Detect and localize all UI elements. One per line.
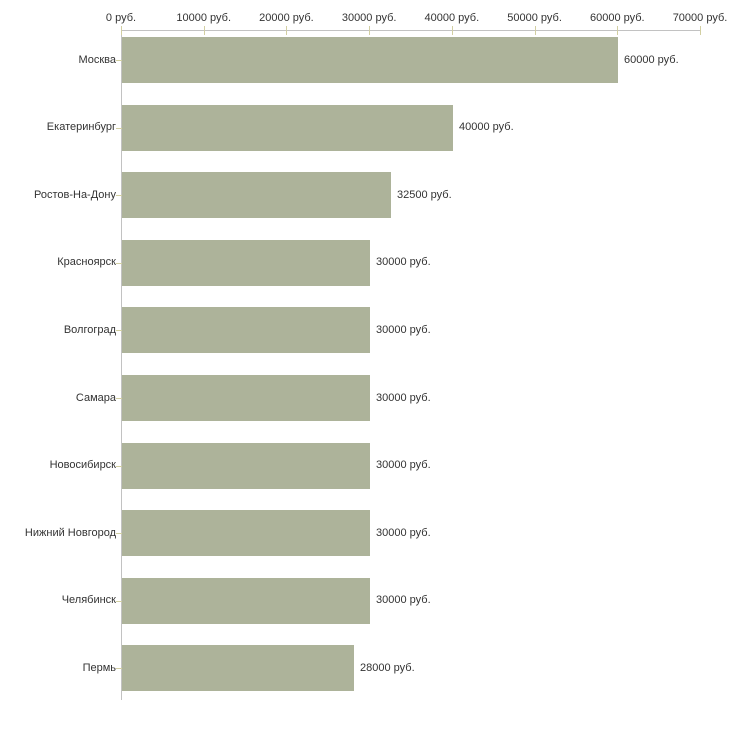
bar-value-label: 30000 руб. [376, 256, 431, 268]
bar [122, 578, 370, 624]
bar-category-label: Волгоград [63, 324, 116, 336]
bar-category-label: Самара [75, 392, 116, 404]
bar-category-label: Ростов-На-Дону [33, 189, 116, 201]
x-axis-tick-label: 30000 руб. [341, 12, 397, 24]
x-axis-tick-label: 60000 руб. [589, 12, 645, 24]
bar-value-label: 40000 руб. [459, 121, 514, 133]
bar-category-label: Пермь [82, 662, 116, 674]
bar-category-label: Москва [78, 54, 116, 66]
bar-category-label: Челябинск [61, 594, 116, 606]
bar [122, 443, 370, 489]
y-axis-tick [116, 195, 122, 196]
x-axis-tick [121, 26, 122, 35]
bar [122, 172, 391, 218]
bar [122, 105, 453, 151]
x-axis-tick [452, 26, 453, 35]
y-axis-line [121, 30, 122, 700]
bar-value-label: 30000 руб. [376, 527, 431, 539]
bar-value-label: 60000 руб. [624, 54, 679, 66]
bar-value-label: 30000 руб. [376, 459, 431, 471]
x-axis-tick [700, 26, 701, 35]
y-axis-tick [116, 668, 122, 669]
bar [122, 37, 618, 83]
x-axis-tick [204, 26, 205, 35]
bar [122, 307, 370, 353]
bar-category-label: Екатеринбург [46, 121, 116, 133]
x-axis-tick [369, 26, 370, 35]
bar-value-label: 32500 руб. [397, 189, 452, 201]
bar [122, 510, 370, 556]
bar [122, 375, 370, 421]
y-axis-tick [116, 601, 122, 602]
x-axis-tick-label: 0 руб. [105, 12, 137, 24]
x-axis-tick [617, 26, 618, 35]
x-axis-line [121, 30, 701, 31]
bar-value-label: 28000 руб. [360, 662, 415, 674]
bar [122, 240, 370, 286]
bar-category-label: Красноярск [57, 256, 116, 268]
bar-value-label: 30000 руб. [376, 324, 431, 336]
x-axis-tick-label: 50000 руб. [507, 12, 562, 24]
y-axis-tick [116, 533, 122, 534]
x-axis-tick-label: 70000 руб. [672, 12, 728, 24]
x-axis-tick [535, 26, 536, 35]
y-axis-tick [116, 330, 122, 331]
x-axis-tick [286, 26, 287, 35]
y-axis-tick [116, 128, 122, 129]
bar [122, 645, 354, 691]
bar-value-label: 30000 руб. [376, 392, 431, 404]
y-axis-tick [116, 60, 122, 61]
bar-category-label: Нижний Новгород [24, 527, 116, 539]
bar-category-label: Новосибирск [49, 459, 116, 471]
y-axis-tick [116, 263, 122, 264]
x-axis-tick-label: 20000 руб. [259, 12, 314, 24]
x-axis-tick-label: 10000 руб. [176, 12, 232, 24]
bar-value-label: 30000 руб. [376, 594, 431, 606]
x-axis-tick-label: 40000 руб. [424, 12, 480, 24]
y-axis-tick [116, 466, 122, 467]
y-axis-tick [116, 398, 122, 399]
